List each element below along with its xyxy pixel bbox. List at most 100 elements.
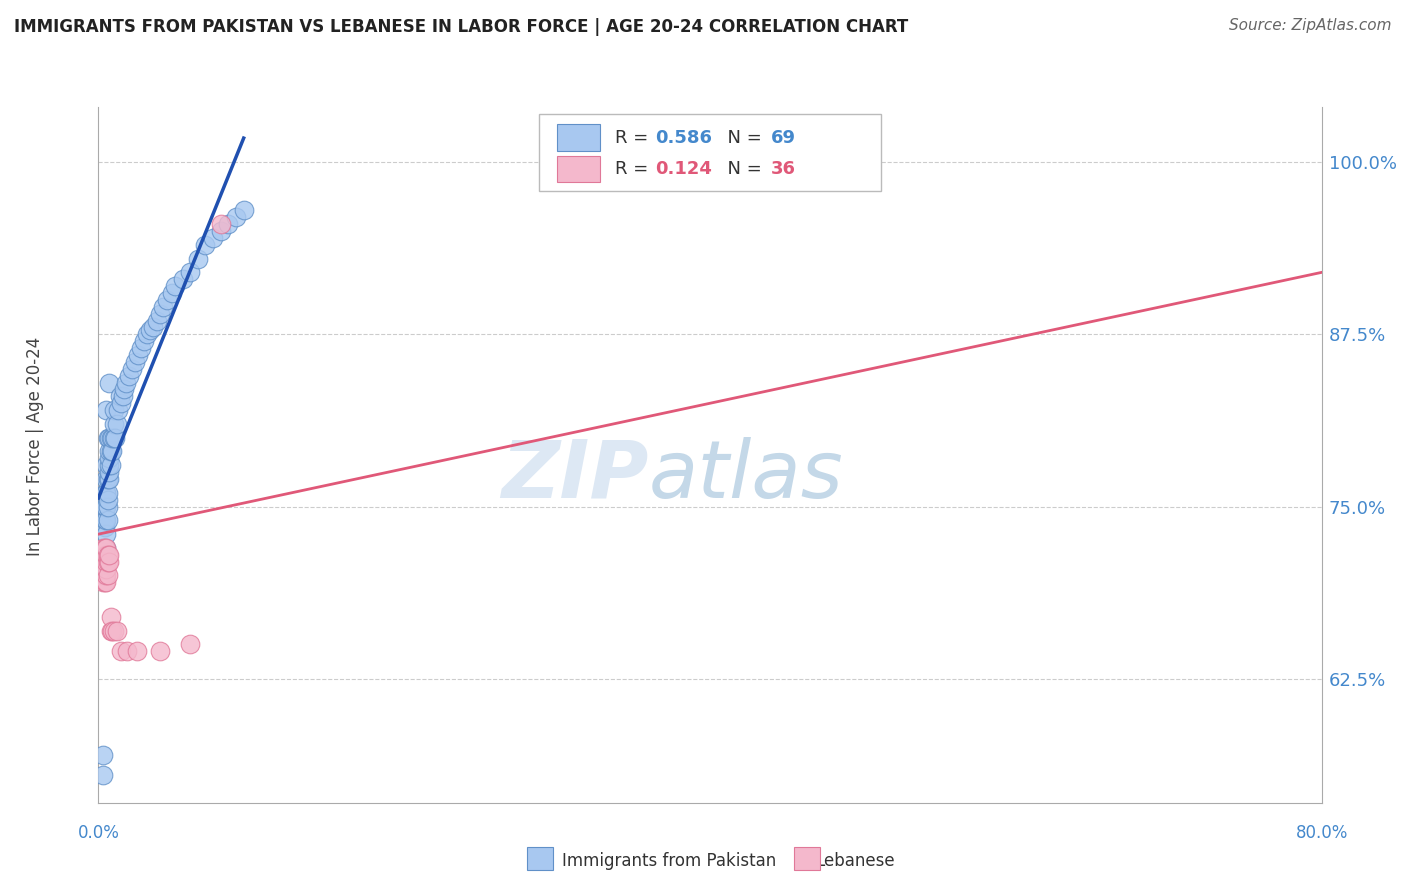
Point — [93, 541, 115, 555]
Point — [108, 389, 131, 403]
Point — [111, 389, 134, 403]
Point — [115, 376, 138, 390]
Point — [125, 644, 148, 658]
Point — [136, 327, 159, 342]
Point — [91, 561, 114, 575]
Point — [97, 568, 120, 582]
Text: R =: R = — [614, 128, 654, 146]
Point — [124, 355, 146, 369]
Point — [98, 376, 121, 390]
Point — [172, 272, 194, 286]
Point — [127, 348, 149, 362]
Text: Source: ZipAtlas.com: Source: ZipAtlas.com — [1229, 18, 1392, 33]
Point — [94, 527, 117, 541]
Text: 69: 69 — [772, 128, 796, 146]
Point — [90, 568, 112, 582]
Point — [179, 637, 201, 651]
Bar — [557, 156, 600, 182]
Point — [194, 237, 217, 252]
Point — [93, 575, 115, 590]
Point — [97, 555, 120, 569]
Point — [98, 548, 121, 562]
Point — [93, 561, 115, 575]
Point — [100, 458, 122, 473]
Point — [94, 561, 117, 575]
Point — [105, 624, 128, 638]
Text: 36: 36 — [772, 160, 796, 178]
Point — [94, 568, 117, 582]
Point — [134, 334, 156, 349]
Point — [179, 265, 201, 279]
Point — [118, 368, 141, 383]
Text: ZIP: ZIP — [502, 437, 648, 515]
Point — [97, 548, 120, 562]
Point — [103, 431, 125, 445]
Point — [98, 451, 121, 466]
Point — [91, 541, 114, 555]
Point — [91, 575, 114, 590]
Point — [94, 541, 117, 555]
Point — [145, 313, 167, 327]
Point — [98, 444, 121, 458]
Point — [93, 541, 115, 555]
Point — [93, 513, 115, 527]
Point — [117, 644, 139, 658]
Point — [160, 286, 183, 301]
Point — [100, 624, 122, 638]
Point — [217, 217, 239, 231]
Text: 0.124: 0.124 — [655, 160, 711, 178]
Point — [93, 520, 115, 534]
Point — [93, 548, 115, 562]
Point — [94, 485, 117, 500]
Point — [142, 320, 165, 334]
Point — [105, 417, 128, 431]
Point — [110, 396, 132, 410]
Point — [121, 361, 143, 376]
Point — [232, 203, 254, 218]
Point — [112, 383, 135, 397]
Text: atlas: atlas — [648, 437, 844, 515]
Point — [94, 575, 117, 590]
Point — [100, 431, 122, 445]
Point — [152, 300, 174, 314]
Text: N =: N = — [716, 128, 768, 146]
Point — [91, 568, 114, 582]
Point — [101, 444, 124, 458]
Point — [100, 444, 122, 458]
Point — [91, 768, 114, 782]
Point — [98, 458, 121, 473]
Point — [104, 431, 127, 445]
Point — [97, 485, 120, 500]
Point — [98, 472, 121, 486]
Point — [156, 293, 179, 307]
Point — [93, 485, 115, 500]
Point — [90, 555, 112, 569]
Point — [209, 217, 232, 231]
Text: R =: R = — [614, 160, 654, 178]
Point — [187, 252, 209, 266]
Point — [94, 485, 117, 500]
Point — [97, 431, 120, 445]
Text: Lebanese: Lebanese — [815, 852, 896, 870]
Text: 80.0%: 80.0% — [1295, 824, 1348, 842]
Text: In Labor Force | Age 20-24: In Labor Force | Age 20-24 — [27, 336, 44, 556]
Point — [94, 403, 117, 417]
Text: 0.586: 0.586 — [655, 128, 711, 146]
Point — [94, 548, 117, 562]
Point — [139, 323, 162, 337]
Point — [103, 624, 125, 638]
Point — [98, 431, 121, 445]
Point — [93, 555, 115, 569]
Point — [103, 417, 125, 431]
Point — [97, 513, 120, 527]
Point — [97, 472, 120, 486]
Point — [93, 568, 115, 582]
Point — [91, 747, 114, 762]
Point — [98, 555, 121, 569]
Bar — [557, 124, 600, 151]
Point — [149, 307, 172, 321]
Point — [163, 279, 186, 293]
Point — [225, 211, 247, 225]
Point — [91, 548, 114, 562]
Point — [94, 500, 117, 514]
